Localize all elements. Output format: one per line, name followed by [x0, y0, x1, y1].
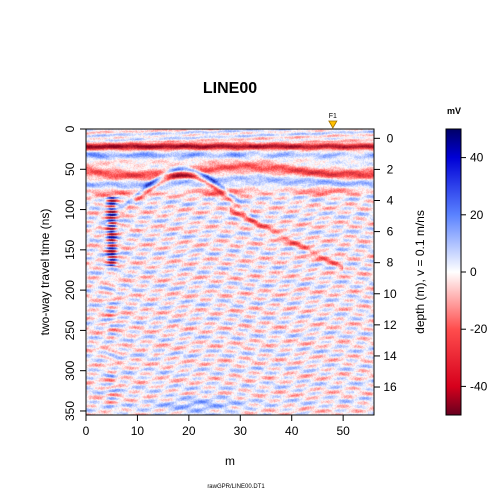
x-tick-label: 10: [131, 424, 145, 438]
x-axis: 0 10 20 30 40 50: [83, 415, 350, 438]
x-tick-label: 30: [234, 424, 248, 438]
depth-tick-label: 2: [387, 162, 394, 176]
y-tick-label: 350: [63, 401, 77, 421]
colorbar-unit: mV: [447, 106, 461, 116]
y-tick-label: 250: [63, 320, 77, 340]
depth-tick-label: 10: [383, 287, 397, 301]
f1-marker: F1: [328, 113, 338, 129]
f1-marker-label: F1: [329, 113, 337, 120]
y-tick-label: 50: [63, 162, 77, 176]
x-axis-label: m: [225, 454, 235, 468]
x-tick-label: 20: [182, 424, 196, 438]
colorbar-tick-label: -40: [470, 379, 488, 393]
y-tick-label: 150: [63, 240, 77, 260]
chart-title: LINE00: [203, 80, 257, 97]
colorbar-tick-label: 40: [470, 151, 484, 165]
x-tick-label: 0: [83, 424, 90, 438]
colorbar-ticks: -40 -20 0 20 40: [461, 151, 488, 393]
colorbar-tick-label: 0: [470, 265, 477, 279]
footer-filename: rawGPR/LINE00.DT1: [207, 484, 265, 490]
x-tick-label: 40: [285, 424, 299, 438]
depth-tick-label: 6: [387, 225, 394, 239]
depth-tick-label: 16: [383, 380, 397, 394]
colorbar-gradient: [445, 128, 462, 416]
depth-axis-label: depth (m), v = 0.1 m/ns: [413, 210, 427, 334]
depth-axis: 0 2 4 6 8 10 12 14 16: [374, 131, 397, 394]
plot-frame: [85, 128, 375, 416]
y-tick-label: 0: [63, 125, 77, 132]
y-axis: 0 50 100 150 200 250 300 350: [63, 125, 86, 421]
depth-tick-label: 12: [383, 318, 397, 332]
colorbar: mV -40 -20 0 20 40: [445, 106, 488, 416]
f1-marker-triangle-icon: [328, 120, 338, 129]
y-tick-label: 200: [63, 280, 77, 300]
depth-tick-label: 0: [387, 131, 394, 145]
depth-tick-label: 8: [387, 256, 394, 270]
y-axis-label: two-way travel time (ns): [38, 209, 52, 336]
radargram-image: [86, 129, 374, 415]
x-tick-label: 50: [336, 424, 350, 438]
depth-tick-label: 4: [387, 194, 394, 208]
y-tick-label: 100: [63, 199, 77, 219]
depth-tick-label: 14: [383, 349, 397, 363]
radargram-plot: [85, 128, 375, 416]
y-tick-label: 300: [63, 360, 77, 380]
colorbar-tick-label: -20: [470, 322, 488, 336]
colorbar-tick-label: 20: [470, 208, 484, 222]
